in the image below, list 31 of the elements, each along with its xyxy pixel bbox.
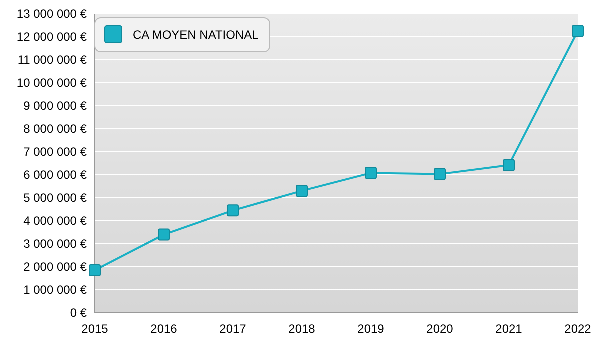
y-tick-label: 13 000 000 €: [16, 7, 88, 22]
y-tick-label: 11 000 000 €: [18, 53, 88, 68]
y-tick-label: 3 000 000 €: [24, 237, 88, 252]
x-tick-label: 2017: [220, 322, 247, 336]
x-tick-label: 2018: [288, 322, 316, 336]
point: [89, 264, 101, 276]
point: [158, 228, 170, 241]
y-tick-label: 4 000 000 €: [24, 214, 88, 228]
point: [227, 204, 239, 217]
y-tick-label: 9 000 000 €: [24, 99, 88, 114]
point: [572, 25, 584, 38]
point: [296, 185, 308, 198]
point: [365, 167, 377, 180]
y-tick-label: 10 000 000 €: [16, 76, 88, 90]
x-tick-label: 2015: [82, 322, 109, 336]
point: [434, 168, 446, 180]
y-tick-label: 5 000 000 €: [24, 191, 88, 206]
x-tick-label: 2022: [564, 322, 592, 336]
x-tick-label: 2020: [426, 322, 454, 336]
y-tick-label: 0 €: [70, 306, 88, 320]
x-tick-label: 2021: [496, 322, 523, 336]
y-tick-label: 8 000 000 €: [24, 122, 88, 136]
y-tick-label: 2 000 000 €: [24, 260, 88, 274]
x-tick-label: 2016: [150, 322, 178, 336]
y-tick-label: 7 000 000 €: [24, 145, 88, 160]
y-tick-label: 12 000 000 €: [16, 30, 88, 44]
x-tick-label: 2019: [358, 322, 385, 336]
y-tick-label: 1 000 000 €: [24, 283, 88, 298]
point: [503, 159, 515, 172]
legend-label: CA MOYEN NATIONAL: [133, 28, 260, 42]
y-tick-label: 6 000 000 €: [24, 168, 88, 182]
